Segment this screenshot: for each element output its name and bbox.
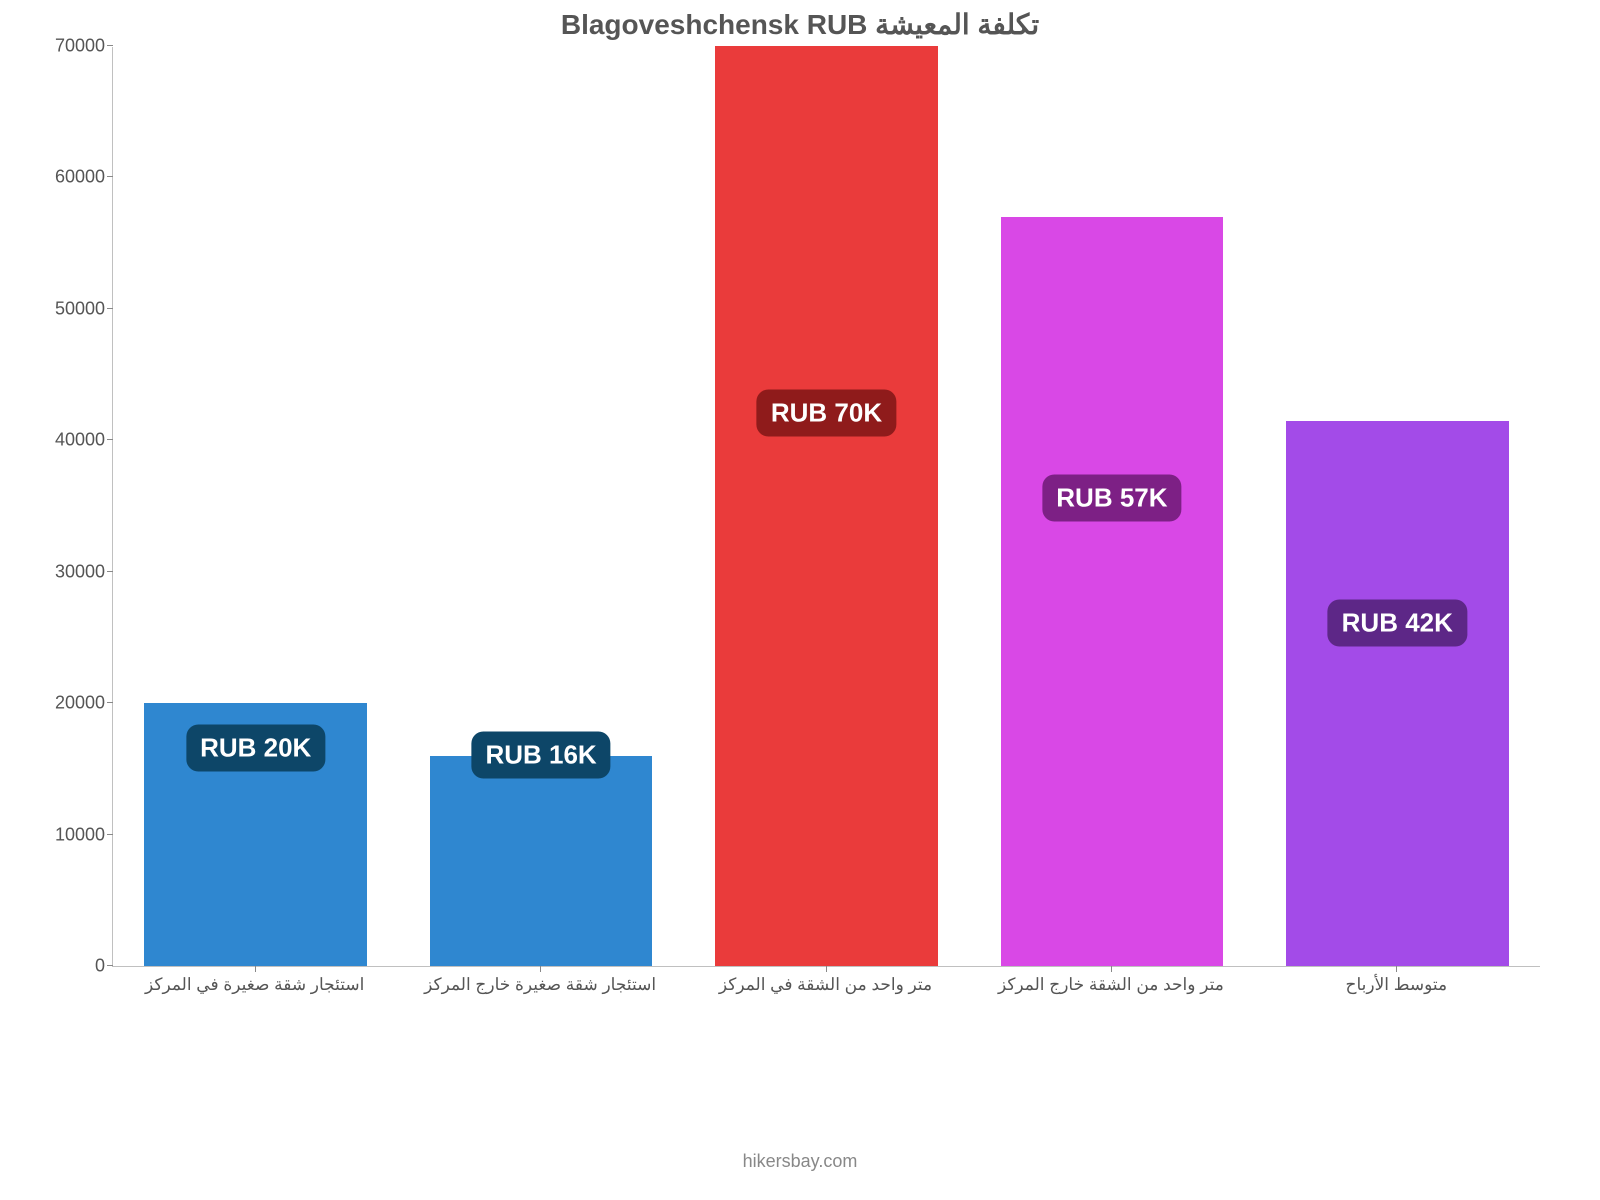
y-tick-label: 60000: [41, 167, 105, 188]
chart-title: تكلفة المعيشة Blagoveshchensk RUB: [40, 8, 1560, 41]
source-credit: hikersbay.com: [0, 1151, 1600, 1172]
bar-value-label: RUB 42K: [1328, 600, 1467, 647]
y-tick-mark: [107, 176, 113, 177]
y-tick-label: 40000: [41, 430, 105, 451]
x-tick-label: متر واحد من الشقة في المركز: [719, 975, 932, 995]
x-tick-mark: [255, 966, 256, 972]
bar-value-label: RUB 57K: [1042, 475, 1181, 522]
x-tick-mark: [1111, 966, 1112, 972]
bar: [1001, 217, 1224, 966]
x-tick-label: استئجار شقة صغيرة في المركز: [145, 975, 364, 995]
y-tick-mark: [107, 45, 113, 46]
y-tick-mark: [107, 965, 113, 966]
x-tick-label: متوسط الأرباح: [1345, 975, 1447, 995]
y-tick-mark: [107, 702, 113, 703]
y-tick-label: 50000: [41, 298, 105, 319]
x-tick-mark: [540, 966, 541, 972]
bar: [430, 756, 653, 966]
y-tick-label: 70000: [41, 36, 105, 57]
bar-value-label: RUB 20K: [186, 725, 325, 772]
y-tick-label: 10000: [41, 824, 105, 845]
cost-of-living-chart: تكلفة المعيشة Blagoveshchensk RUB 010000…: [40, 8, 1560, 1078]
bar: [715, 46, 938, 966]
y-tick-mark: [107, 834, 113, 835]
y-tick-label: 30000: [41, 561, 105, 582]
x-tick-mark: [1396, 966, 1397, 972]
y-tick-label: 20000: [41, 693, 105, 714]
bar-value-label: RUB 16K: [471, 731, 610, 778]
x-tick-label: استئجار شقة صغيرة خارج المركز: [424, 975, 656, 995]
y-tick-label: 0: [41, 956, 105, 977]
x-tick-mark: [826, 966, 827, 972]
bar-value-label: RUB 70K: [757, 390, 896, 437]
y-tick-mark: [107, 439, 113, 440]
bar: [1286, 421, 1509, 966]
y-tick-mark: [107, 308, 113, 309]
plot-area: 010000200003000040000500006000070000RUB …: [112, 47, 1540, 967]
x-tick-label: متر واحد من الشقة خارج المركز: [998, 975, 1224, 995]
y-tick-mark: [107, 571, 113, 572]
x-axis-labels: استئجار شقة صغيرة في المركز استئجار شقة ص…: [112, 967, 1540, 1027]
